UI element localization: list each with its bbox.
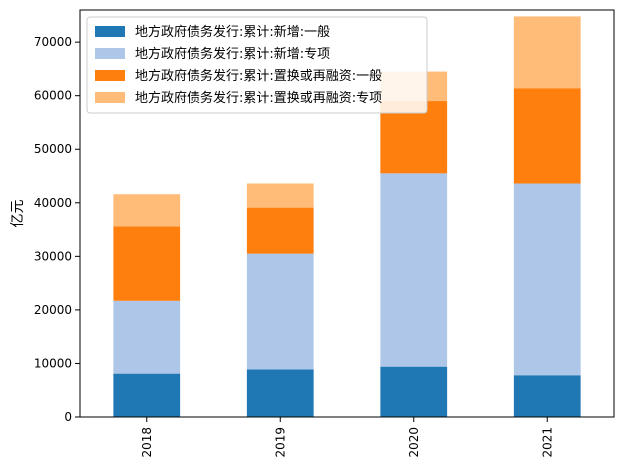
legend-swatch bbox=[95, 70, 125, 81]
legend-swatch bbox=[95, 26, 125, 37]
y-tick-label: 60000 bbox=[34, 89, 72, 103]
y-tick-label: 70000 bbox=[34, 35, 72, 49]
legend-label: 地方政府债务发行:累计:置换或再融资:专项 bbox=[135, 90, 382, 106]
bar-2018-series-0 bbox=[113, 373, 181, 417]
bar-2019-series-0 bbox=[246, 369, 314, 417]
bar-2021-series-0 bbox=[513, 375, 581, 417]
bar-2019-series-1 bbox=[246, 253, 314, 370]
y-tick-label: 10000 bbox=[34, 356, 72, 370]
y-tick-label: 30000 bbox=[34, 249, 72, 263]
legend-label: 地方政府债务发行:累计:置换或再融资:一般 bbox=[135, 68, 382, 84]
y-tick-label: 20000 bbox=[34, 303, 72, 317]
bar-2018-series-2 bbox=[113, 226, 181, 301]
bar-2020-series-1 bbox=[380, 173, 448, 367]
legend-swatch bbox=[95, 92, 125, 103]
y-axis-label: 亿元 bbox=[10, 200, 26, 228]
bar-2021-series-1 bbox=[513, 183, 581, 376]
x-tick-label: 2019 bbox=[273, 427, 287, 458]
legend-box bbox=[86, 16, 428, 114]
x-tick-label: 2018 bbox=[140, 427, 154, 458]
y-tick-label: 0 bbox=[64, 410, 72, 424]
legend-label: 地方政府债务发行:累计:新增:一般 bbox=[135, 24, 330, 40]
x-tick-label: 2021 bbox=[540, 427, 554, 458]
bar-2018-series-3 bbox=[113, 194, 181, 227]
y-axis-ticks: 0 10000 20000 30000 40000 50000 60000 70000 bbox=[34, 35, 80, 424]
legend-swatch bbox=[95, 48, 125, 59]
bar-2021-series-2 bbox=[513, 88, 581, 184]
bar-2019-series-3 bbox=[246, 183, 314, 208]
bar-2019-series-2 bbox=[246, 207, 314, 254]
y-tick-label: 40000 bbox=[34, 196, 72, 210]
x-tick-label: 2020 bbox=[407, 427, 421, 458]
legend: 地方政府债务发行:累计:新增:一般地方政府债务发行:累计:新增:专项地方政府债务… bbox=[86, 16, 428, 114]
bar-2020-series-0 bbox=[380, 366, 448, 417]
plot-frame bbox=[79, 9, 615, 418]
bar-2021-series-3 bbox=[513, 16, 581, 89]
legend-label: 地方政府债务发行:累计:新增:专项 bbox=[135, 46, 330, 62]
bar-2018-series-1 bbox=[113, 300, 181, 374]
y-tick-label: 50000 bbox=[34, 142, 72, 156]
x-axis-ticks: 2018 2019 2020 2021 bbox=[140, 417, 554, 458]
bars-layer bbox=[113, 16, 581, 417]
